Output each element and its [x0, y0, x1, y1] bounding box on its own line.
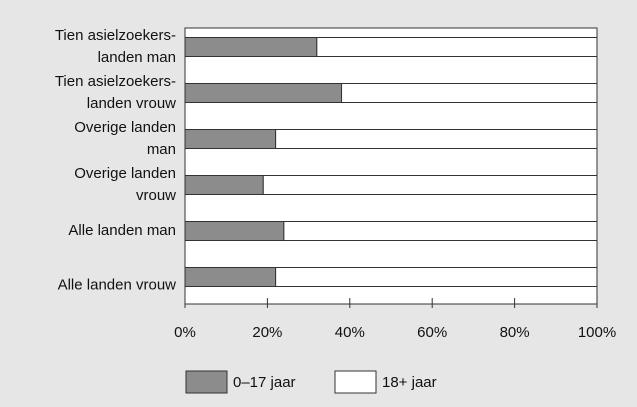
x-tick-label: 40% — [335, 324, 365, 341]
bar-segment — [275, 267, 598, 287]
plot-border — [184, 27, 598, 305]
x-tick-label: 60% — [417, 324, 447, 341]
x-tick-label: 80% — [500, 324, 530, 341]
bar-segment — [341, 83, 598, 103]
bar-segment — [184, 129, 277, 149]
bar-segment — [184, 175, 264, 195]
bar-segment — [283, 221, 598, 241]
y-tick-label: Tien asielzoekers-landen vrouw — [55, 73, 176, 112]
y-tick-label: Tien asielzoekers-landen man — [55, 27, 176, 66]
plot-area — [185, 28, 597, 304]
bar-segment — [184, 267, 277, 287]
bar-segment — [184, 37, 318, 57]
bar-segment — [316, 37, 598, 57]
bar-segment — [262, 175, 598, 195]
legend-swatch — [185, 370, 228, 394]
x-tick-label: 0% — [174, 324, 196, 341]
legend-label: 0–17 jaar — [233, 374, 296, 391]
legend-swatch — [334, 370, 377, 394]
x-tick-label: 100% — [578, 324, 616, 341]
y-tick-label: Overige landen vrouw — [74, 165, 176, 204]
y-tick-label: Alle landen man — [68, 222, 176, 239]
bar-segment — [275, 129, 598, 149]
bar-segment — [184, 221, 285, 241]
bar-segment — [184, 83, 343, 103]
x-tick-label: 20% — [252, 324, 282, 341]
y-tick-label: Alle landen vrouw — [58, 276, 177, 293]
legend-label: 18+ jaar — [382, 374, 437, 391]
y-tick-label: Overige landen man — [74, 119, 176, 158]
